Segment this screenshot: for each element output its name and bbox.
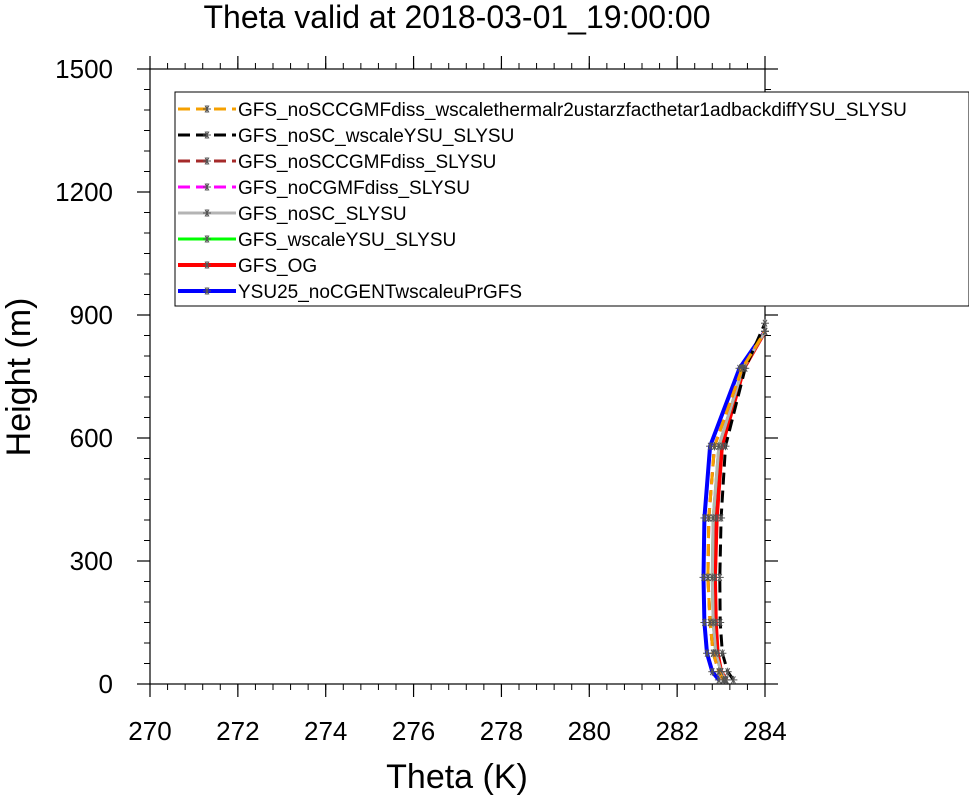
- legend-marker: [203, 131, 211, 139]
- y-tick-label: 300: [70, 546, 113, 576]
- x-axis-label: Theta (K): [386, 758, 528, 796]
- y-tick-label: 1200: [55, 177, 113, 207]
- series-line: [718, 322, 767, 681]
- data-point: [721, 442, 730, 451]
- legend-label: GFS_noSC_SLYSU: [238, 204, 407, 225]
- legend-marker: [203, 183, 211, 191]
- series-line: [706, 330, 767, 681]
- x-tick-label: 284: [743, 716, 786, 746]
- data-point: [706, 442, 715, 451]
- x-tick-label: 282: [655, 716, 698, 746]
- legend-marker: [203, 261, 211, 269]
- data-point: [738, 364, 747, 373]
- data-point: [761, 319, 769, 328]
- y-tick-label: 0: [99, 669, 113, 699]
- data-point: [704, 513, 713, 522]
- data-point: [719, 675, 728, 684]
- legend-label: GFS_noSCCGMFdiss_SLYSU: [238, 152, 496, 173]
- legend-label: GFS_noSCCGMFdiss_wscalethermalr2ustarzfa…: [238, 100, 907, 121]
- x-tick-label: 280: [568, 716, 611, 746]
- data-point: [729, 675, 738, 684]
- data-point: [714, 667, 723, 676]
- legend: GFS_noSCCGMFdiss_wscalethermalr2ustarzfa…: [174, 91, 969, 307]
- legend-marker: [203, 105, 211, 113]
- data-point: [718, 649, 727, 658]
- series-layer: [699, 319, 769, 684]
- legend-label: GFS_noSC_wscaleYSU_SLYSU: [238, 126, 514, 147]
- data-point: [723, 667, 732, 676]
- x-tick-label: 272: [216, 716, 259, 746]
- y-tick-label: 1500: [55, 54, 113, 84]
- data-point: [717, 513, 726, 522]
- data-point: [715, 573, 724, 582]
- legend-marker: [203, 157, 211, 165]
- data-point: [709, 649, 718, 658]
- legend-label: YSU25_noCGENTwscaleuPrGFS: [238, 282, 522, 303]
- y-axis-label: Height (m): [0, 298, 38, 457]
- y-tick-label: 900: [70, 300, 113, 330]
- data-point: [703, 573, 712, 582]
- y-axis: 0 300 600 900 1200 1500: [55, 54, 778, 699]
- legend-label: GFS_OG: [238, 256, 317, 277]
- chart-title: Theta valid at 2018-03-01_19:00:00: [203, 0, 710, 35]
- legend-box: [174, 91, 969, 307]
- legend-label: GFS_wscaleYSU_SLYSU: [238, 230, 456, 251]
- legend-marker: [203, 287, 211, 295]
- data-point: [706, 618, 715, 627]
- data-point: [703, 649, 712, 658]
- data-point: [761, 327, 769, 336]
- legend-marker: [203, 235, 211, 243]
- x-tick-label: 276: [392, 716, 435, 746]
- data-point: [710, 442, 719, 451]
- x-tick-label: 274: [304, 716, 347, 746]
- x-tick-label: 278: [480, 716, 523, 746]
- x-tick-label: 270: [128, 716, 171, 746]
- legend-marker: [203, 209, 211, 217]
- data-point: [716, 618, 725, 627]
- x-axis: 270 272 274 276 278 280 282 284: [128, 56, 787, 746]
- legend-label: GFS_noCGMFdiss_SLYSU: [238, 178, 470, 199]
- series-line: [712, 330, 767, 681]
- y-tick-label: 600: [70, 423, 113, 453]
